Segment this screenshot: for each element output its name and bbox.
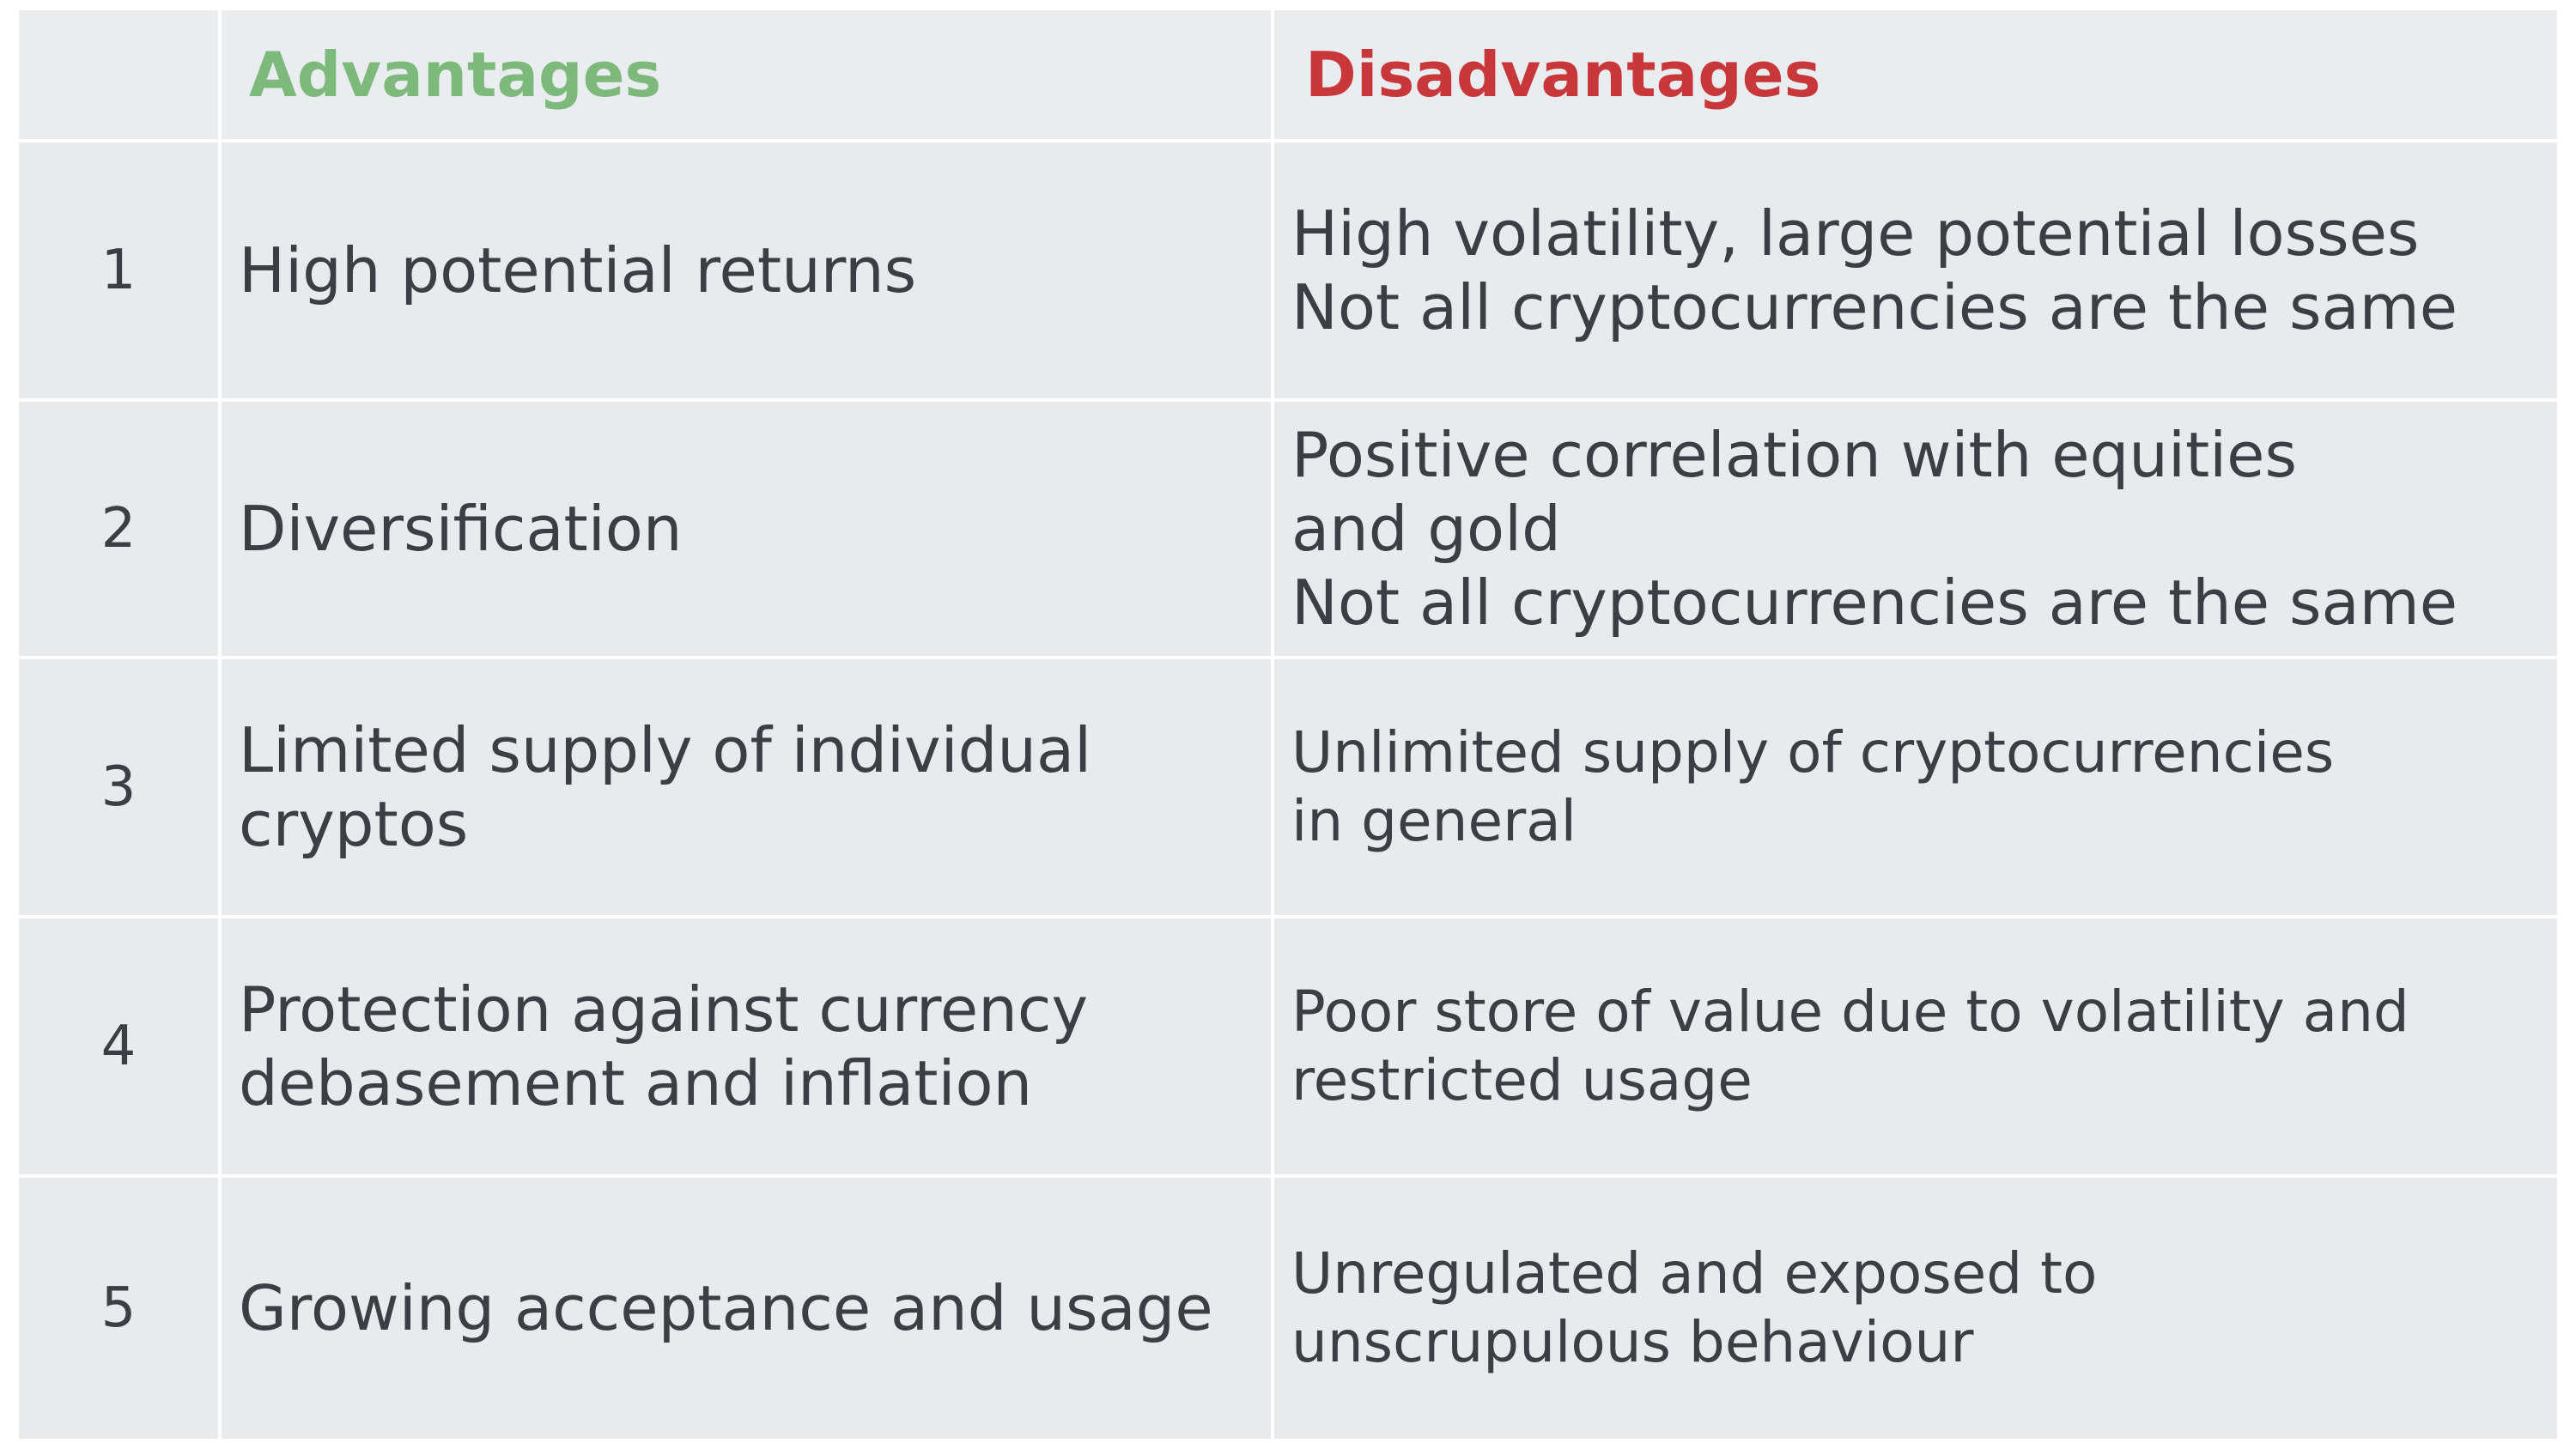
advantages-disadvantages-table: Advantages Disadvantages 1 High potentia…: [19, 10, 2557, 1439]
advantages-header: Advantages: [222, 10, 1274, 142]
advantage-line: cryptos: [239, 788, 469, 860]
advantage-cell: Limited supply of individual cryptos: [222, 659, 1274, 919]
advantage-line: Protection against currency: [239, 973, 1089, 1046]
row-number: 5: [19, 1178, 222, 1439]
row-number: 4: [19, 919, 222, 1178]
advantage-cell: Diversification: [222, 402, 1274, 659]
advantage-cell: Growing acceptance and usage: [222, 1178, 1274, 1439]
disadvantage-cell: Poor store of value due to volatility an…: [1274, 919, 2557, 1178]
advantage-line: High potential returns: [239, 234, 917, 306]
disadvantage-line: Unlimited supply of cryptocurrencies: [1291, 719, 2335, 785]
row-number: 3: [19, 659, 222, 919]
disadvantage-line: Poor store of value due to volatility an…: [1291, 979, 2409, 1045]
disadvantages-header: Disadvantages: [1274, 10, 2557, 142]
disadvantage-line: High volatility, large potential losses: [1291, 197, 2420, 270]
advantage-line: Growing acceptance and usage: [239, 1272, 1213, 1344]
disadvantage-line: and gold: [1291, 493, 1561, 565]
header-number-cell: [19, 10, 222, 142]
advantage-line: Diversification: [239, 493, 683, 565]
advantage-line: Limited supply of individual: [239, 714, 1092, 786]
disadvantage-line: Positive correlation with equities: [1291, 419, 2297, 491]
row-number: 1: [19, 142, 222, 402]
disadvantage-line: Not all cryptocurrencies are the same: [1291, 567, 2458, 639]
advantage-cell: High potential returns: [222, 142, 1274, 402]
disadvantage-cell: Unlimited supply of cryptocurrencies in …: [1274, 659, 2557, 919]
disadvantage-cell: High volatility, large potential losses …: [1274, 142, 2557, 402]
disadvantage-line: unscrupulous behaviour: [1291, 1309, 1974, 1375]
disadvantage-cell: Unregulated and exposed to unscrupulous …: [1274, 1178, 2557, 1439]
disadvantage-cell: Positive correlation with equities and g…: [1274, 402, 2557, 659]
disadvantage-line: Unregulated and exposed to: [1291, 1240, 2098, 1307]
advantage-cell: Protection against currency debasement a…: [222, 919, 1274, 1178]
advantage-line: debasement and inflation: [239, 1047, 1033, 1119]
disadvantage-line: in general: [1291, 788, 1577, 854]
disadvantage-line: Not all cryptocurrencies are the same: [1291, 271, 2458, 343]
row-number: 2: [19, 402, 222, 659]
disadvantage-line: restricted usage: [1291, 1047, 1753, 1113]
